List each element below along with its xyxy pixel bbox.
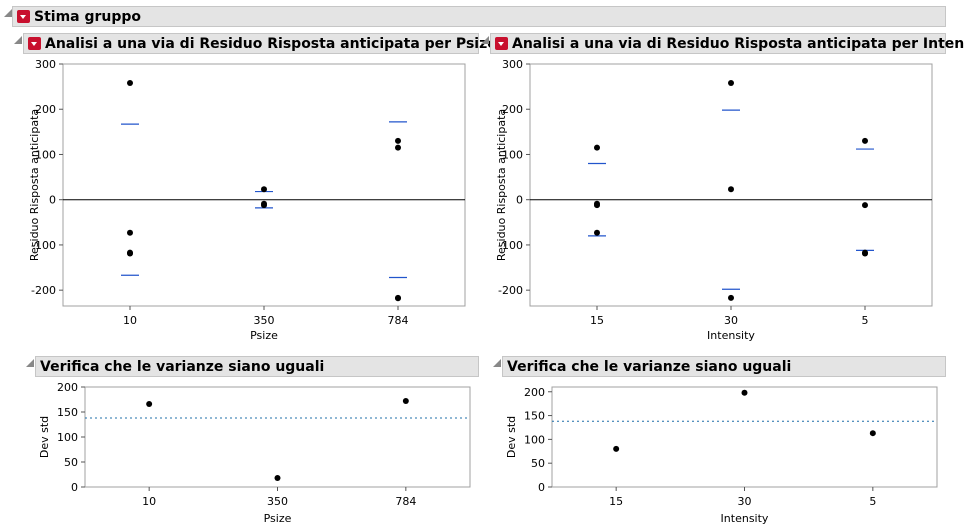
panel-title: Verifica che le varianze siano uguali: [507, 358, 792, 375]
y-tick-label: 0: [71, 481, 78, 494]
plot-frame: [84, 386, 471, 488]
y-tick-label: 100: [57, 431, 78, 444]
y-axis-label: Residuo Risposta anticipata: [28, 109, 41, 261]
y-tick-label: 0: [49, 194, 56, 207]
red-triangle-menu-icon[interactable]: [17, 10, 30, 23]
y-axis-label: Dev std: [505, 416, 518, 458]
data-point: [594, 144, 600, 151]
data-point: [274, 475, 281, 481]
y-tick-label: -100: [31, 239, 56, 252]
panel-header-variance-psize: Verifica che le varianze siano uguali: [35, 356, 479, 377]
oneway-psize-chart: 300 200 100 0 -100 -200 10 350 784 Psize Residuo R…: [28, 58, 466, 342]
collapse-triangle-icon[interactable]: [24, 357, 36, 369]
data-point: [395, 295, 401, 302]
y-tick-label: -200: [31, 284, 56, 297]
data-point: [728, 294, 734, 301]
data-point: [728, 79, 734, 86]
data-point: [594, 229, 600, 236]
oneway-intensity-chart: 300 200 100 0 -100 -200 15 30 5 Intensity Residuo …: [495, 58, 933, 342]
report-title: Stima gruppo: [34, 8, 142, 25]
plot-frame: [551, 386, 938, 488]
data-point: [146, 401, 153, 407]
collapse-triangle-icon[interactable]: [12, 34, 24, 46]
y-tick-label: 0: [538, 481, 545, 494]
plot-frame: [62, 63, 466, 307]
x-tick-label: 784: [388, 314, 409, 327]
y-tick-label: 200: [502, 103, 523, 116]
data-point: [862, 137, 868, 144]
x-axis-label: Psize: [250, 329, 278, 342]
data-point: [869, 430, 876, 437]
collapse-triangle-icon[interactable]: [2, 7, 14, 19]
plot-frame: [529, 63, 933, 307]
y-axis-label: Dev std: [38, 416, 51, 458]
panel-header-oneway-psize: Analisi a una via di Residuo Risposta an…: [23, 33, 497, 54]
data-point: [613, 445, 620, 452]
data-point: [261, 202, 267, 209]
x-axis-label: Psize: [264, 512, 292, 525]
y-tick-label: 100: [524, 433, 545, 446]
panel-header-variance-intensity: Verifica che le varianze siano uguali: [502, 356, 946, 377]
data-point: [728, 186, 734, 193]
x-tick-label: 5: [862, 314, 869, 327]
panel-title: Analisi a una via di Residuo Risposta an…: [45, 35, 497, 52]
variance-intensity-chart: 200 150 100 50 0 15 30 5 Intensity Dev std: [505, 386, 938, 525]
red-triangle-menu-icon[interactable]: [495, 37, 508, 50]
data-point: [862, 202, 868, 209]
data-point: [862, 250, 868, 257]
y-axis-label: Residuo Risposta anticipata: [495, 109, 508, 261]
data-point: [402, 398, 409, 404]
y-tick-label: 0: [516, 194, 523, 207]
data-point: [261, 186, 267, 193]
data-point: [395, 137, 401, 144]
x-tick-label: 10: [142, 495, 156, 508]
x-tick-label: 15: [590, 314, 604, 327]
data-point: [127, 79, 133, 86]
x-tick-label: 30: [738, 495, 752, 508]
x-tick-label: 5: [869, 495, 876, 508]
y-tick-label: 200: [524, 386, 545, 399]
y-tick-label: 50: [64, 456, 78, 469]
collapse-triangle-icon[interactable]: [491, 357, 503, 369]
data-point: [127, 229, 133, 236]
y-tick-label: 150: [57, 406, 78, 419]
x-tick-label: 350: [267, 495, 288, 508]
y-tick-label: 150: [524, 410, 545, 423]
x-tick-label: 15: [609, 495, 623, 508]
panel-title: Verifica che le varianze siano uguali: [40, 358, 325, 375]
x-axis-label: Intensity: [707, 329, 755, 342]
data-point: [395, 144, 401, 151]
variance-psize-chart: 200 150 100 50 0 10 350 784 Psize Dev std: [38, 381, 471, 525]
x-tick-label: 350: [254, 314, 275, 327]
y-tick-label: 100: [35, 148, 56, 161]
x-tick-label: 10: [123, 314, 137, 327]
y-tick-label: 100: [502, 148, 523, 161]
report-header: Stima gruppo: [12, 6, 946, 27]
y-tick-label: -200: [498, 284, 523, 297]
y-tick-label: 300: [502, 58, 523, 71]
y-tick-label: 300: [35, 58, 56, 71]
data-point: [594, 202, 600, 209]
x-tick-label: 784: [395, 495, 416, 508]
data-point: [741, 389, 748, 396]
y-tick-label: -100: [498, 239, 523, 252]
y-tick-label: 50: [531, 457, 545, 470]
data-point: [127, 250, 133, 257]
collapse-triangle-icon[interactable]: [479, 34, 491, 46]
x-tick-label: 30: [724, 314, 738, 327]
panel-header-oneway-intensity: Analisi a una via di Residuo Risposta an…: [490, 33, 964, 54]
red-triangle-menu-icon[interactable]: [28, 37, 41, 50]
y-tick-label: 200: [35, 103, 56, 116]
panel-title: Analisi a una via di Residuo Risposta an…: [512, 35, 964, 52]
x-axis-label: Intensity: [721, 512, 769, 525]
y-tick-label: 200: [57, 381, 78, 394]
